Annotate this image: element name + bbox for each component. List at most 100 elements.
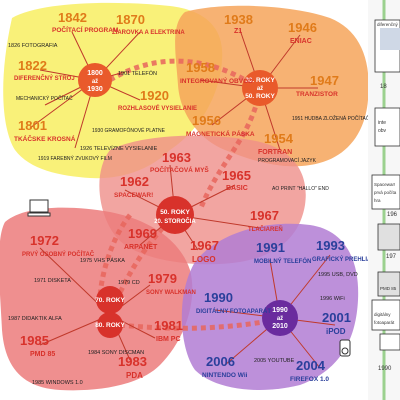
hub-line1: 80. ROKY	[95, 322, 125, 329]
event-year: 1967	[190, 238, 219, 253]
hub-80s: 80. ROKY	[95, 312, 125, 338]
event-year: 1990	[204, 290, 233, 305]
small-label: 1901 TELEFÓN	[118, 70, 157, 77]
event-title: LOGO	[192, 255, 216, 264]
hub-50s: 50. ROKY 20. STOROČIA	[154, 196, 196, 234]
event-title: TKÁČSKE KROSNÁ	[14, 134, 76, 143]
event-year: 1983	[118, 354, 147, 369]
event-year: 1967	[250, 208, 279, 223]
event-year: 1958	[186, 60, 215, 75]
event-title: ROZHLASOVÉ VYSIELANIE	[118, 104, 197, 112]
small-label: 1971 DISKETA	[34, 278, 71, 284]
event-title: Z1	[234, 28, 242, 35]
hub-line3: 2010	[272, 323, 288, 330]
event-year: 1946	[288, 20, 317, 35]
event-title: TLAČIAREŇ	[248, 225, 283, 233]
event-year: 1965	[222, 168, 251, 183]
event-title: IBM PC	[156, 336, 181, 343]
event-title: POČÍTAČOVÁ MYŠ	[150, 165, 209, 174]
hub-line1: 1800	[87, 70, 103, 77]
event-year: 1938	[224, 12, 253, 27]
small-label: AO PRINT "HALLO" END	[272, 186, 329, 192]
hub-line2: až	[92, 79, 98, 85]
event-title: DIFERENČNÝ STROJ	[14, 75, 75, 82]
small-label: 1984 SONY DISCMAN	[88, 350, 144, 356]
event-year: 1985	[20, 333, 49, 348]
small-label: MECHANICKÝ POČÍTAČ	[16, 95, 73, 102]
side-text: prvá počíta	[374, 190, 397, 195]
event-title: DIGITÁLNY FOTOAPARÁT	[196, 308, 271, 315]
side-text: 196	[387, 212, 398, 218]
hub-line1: 70. ROKY	[95, 297, 125, 304]
hub-line2: až	[277, 316, 283, 322]
event-title: INTEGROVANÝ OBVOD	[180, 76, 253, 85]
side-text: diferenčný	[377, 22, 399, 27]
small-label: 1951 HUDBA ZLOŽENÁ POČÍTAČOM	[292, 114, 377, 122]
event-year: 1870	[116, 12, 145, 27]
side-text: obv	[378, 128, 387, 134]
event-title: TRANZISTOR	[296, 91, 338, 98]
side-text: hra	[374, 198, 381, 203]
event-title: BASIC	[226, 185, 248, 192]
event-year: 1801	[18, 118, 47, 133]
event-title: MOBILNÝ TELEFÓN	[254, 257, 311, 265]
event-year: 1963	[162, 150, 191, 165]
small-label: 1975 VHS PÁSKA	[80, 257, 125, 264]
hub-line2: 20. STOROČIA	[154, 218, 196, 225]
event-title: ŽIAROVKA A ELEKTRINA	[112, 28, 185, 36]
small-label: 1985 WINDOWS 1.0	[32, 380, 83, 386]
event-year: 1979	[148, 271, 177, 286]
small-label: 1919 FAREBNÝ ZVUKOVÝ FILM	[38, 155, 112, 162]
hub-30-50: 30. ROKY až 50. ROKY	[242, 70, 278, 106]
event-year: 1981	[154, 318, 183, 333]
hub-line2: až	[257, 86, 263, 92]
small-label: 1926 TELEVÍZNE VYSIELANIE	[80, 145, 158, 152]
event-title: GRAFICKÝ PREHLIADAČ	[312, 256, 385, 263]
small-label: 1996 WiFi	[320, 296, 345, 302]
small-label: 1987 DIDAKTIK ALFA	[8, 316, 62, 322]
ipod-doodle	[339, 339, 351, 357]
side-text: digitálny	[374, 312, 391, 317]
event-title: SONY WALKMAN	[146, 290, 196, 296]
side-text: 197	[386, 254, 397, 260]
hub-70s: 70. ROKY	[95, 286, 125, 314]
event-title: PDA	[126, 371, 143, 380]
hub-line1: 1990	[272, 307, 288, 314]
hub-line1: 50. ROKY	[160, 209, 190, 216]
small-label: 1826 FOTOGRAFIA	[8, 43, 58, 49]
hub-1990-2010: 1990 až 2010	[262, 300, 298, 336]
event-title: ENIAC	[290, 38, 312, 45]
side-text: inte	[378, 120, 386, 126]
side-text: fotoaparát	[374, 320, 395, 325]
small-label: 1995 USB, DVD	[318, 272, 358, 278]
small-label: 1930 GRAMOFÓNOVÉ PLATNE	[92, 127, 166, 134]
event-title: NINTENDO Wii	[202, 372, 248, 379]
event-title: MAGNETICKÁ PÁSKA	[186, 129, 255, 138]
side-text: Spacewar!	[374, 182, 395, 187]
hub-line3: 1930	[87, 86, 103, 93]
small-label: 2005 YOUTUBE	[254, 358, 295, 364]
small-label: PROGRAMOVACÍ JAZYK	[258, 157, 317, 164]
event-title: PMD 85	[30, 351, 55, 358]
event-year: 2006	[206, 354, 235, 369]
event-year: 1962	[120, 174, 149, 189]
computer-doodle	[27, 199, 51, 217]
event-year: 1969	[128, 226, 157, 241]
event-year: 2004	[296, 358, 326, 373]
event-year: 1920	[140, 88, 169, 103]
event-year: 1972	[30, 233, 59, 248]
side-text: 1990	[378, 366, 392, 372]
event-year: 1954	[264, 131, 294, 146]
event-year: 1842	[58, 10, 87, 25]
event-title: FIREFOX 1.0	[290, 376, 329, 383]
event-title: SPACEWAR!	[114, 192, 153, 199]
event-year: 1991	[256, 240, 285, 255]
event-year: 1947	[310, 73, 339, 88]
side-panel: diferenčný 18 inte obv Spacewar! prvá po…	[368, 0, 400, 400]
yellow-region	[3, 2, 223, 179]
small-label: 1979 CD	[118, 280, 140, 286]
event-year: 2001	[322, 310, 351, 325]
event-year: 1822	[18, 58, 47, 73]
side-text: PMD 85	[380, 286, 397, 291]
